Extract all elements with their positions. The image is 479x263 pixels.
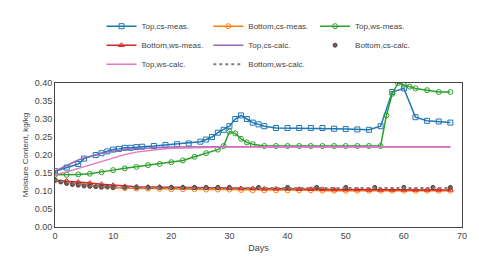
svg-text:Bottom,cs-calc.: Bottom,cs-calc. [355,41,410,50]
svg-text:0.05: 0.05 [35,204,53,214]
svg-text:0.10: 0.10 [35,186,53,196]
svg-text:Moisture Content, kg/kg: Moisture Content, kg/kg [21,113,30,197]
svg-text:30: 30 [224,231,234,241]
svg-text:Top,cs-calc.: Top,cs-calc. [248,41,290,50]
svg-text:40: 40 [283,231,293,241]
svg-text:60: 60 [399,231,409,241]
svg-text:0.35: 0.35 [35,96,53,106]
svg-text:70: 70 [457,231,467,241]
svg-text:Top,ws-meas.: Top,ws-meas. [355,22,404,31]
svg-text:Bottom,cs-meas.: Bottom,cs-meas. [248,22,308,31]
svg-text:Top,cs-meas.: Top,cs-meas. [142,22,190,31]
svg-text:0.40: 0.40 [35,78,53,88]
svg-text:0.25: 0.25 [35,132,53,142]
svg-text:0.20: 0.20 [35,150,53,160]
svg-text:0.30: 0.30 [35,114,53,124]
svg-text:Top,ws-calc.: Top,ws-calc. [142,60,186,69]
svg-text:0: 0 [52,231,57,241]
svg-text:50: 50 [341,231,351,241]
svg-text:0.15: 0.15 [35,168,53,178]
svg-text:Bottom,ws-calc.: Bottom,ws-calc. [248,60,304,69]
svg-text:10: 10 [108,231,118,241]
svg-text:20: 20 [166,231,176,241]
svg-text:Days: Days [248,243,269,253]
svg-text:0.00: 0.00 [35,222,53,232]
svg-text:Bottom,ws-meas.: Bottom,ws-meas. [142,41,204,50]
